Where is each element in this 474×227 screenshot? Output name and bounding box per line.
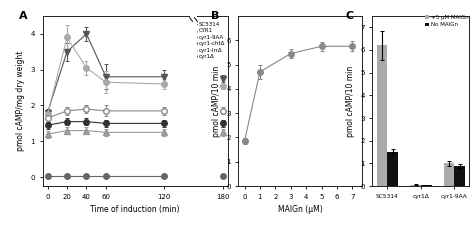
Bar <box>410 185 421 186</box>
Text: A: A <box>18 11 27 21</box>
Bar <box>421 185 431 186</box>
Bar <box>377 45 387 186</box>
X-axis label: MAIGn (μM): MAIGn (μM) <box>278 205 322 214</box>
Bar <box>454 166 465 186</box>
Y-axis label: pmol cAMP/mg dry weight: pmol cAMP/mg dry weight <box>16 51 25 151</box>
Text: B: B <box>211 11 219 21</box>
Legend: +5 μM MAIGn, No MAIGn: +5 μM MAIGn, No MAIGn <box>425 15 468 27</box>
Y-axis label: pmol cAMP/10 min: pmol cAMP/10 min <box>212 65 221 137</box>
Text: C: C <box>345 11 354 21</box>
X-axis label: Time of induction (min): Time of induction (min) <box>91 205 180 214</box>
Bar <box>444 163 454 186</box>
Legend: SC5314, CYR1, cyr1-9AA, cyr1-chtΔ, cyr1-lrrΔ, cyr1Δ: SC5314, CYR1, cyr1-9AA, cyr1-chtΔ, cyr1-… <box>191 22 225 59</box>
Bar <box>387 152 398 186</box>
Y-axis label: pmol cAMP/10 min: pmol cAMP/10 min <box>346 65 355 137</box>
